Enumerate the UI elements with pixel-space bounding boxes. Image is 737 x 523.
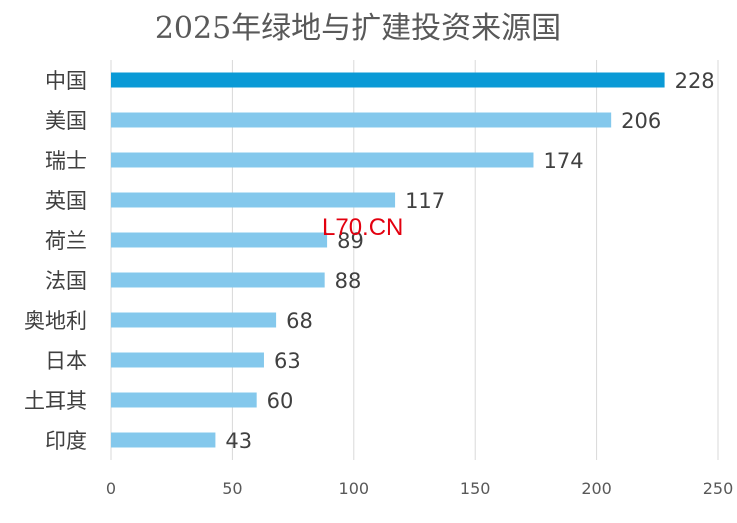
data-label: 228 <box>675 69 715 93</box>
category-label: 日本 <box>45 349 87 373</box>
chart-title: 2025年绿地与扩建投资来源国 <box>155 11 561 46</box>
data-label: 174 <box>543 149 583 173</box>
category-label: 中国 <box>45 69 87 93</box>
bar <box>111 392 257 408</box>
bar <box>111 112 612 128</box>
category-label: 土耳其 <box>24 389 87 413</box>
data-label: 60 <box>267 389 294 413</box>
x-tick-label: 100 <box>339 479 370 498</box>
bar <box>111 232 328 248</box>
x-axis-ticks: 0 50 100 150 200 250 <box>106 479 733 498</box>
x-tick-label: 200 <box>581 479 612 498</box>
data-label: 68 <box>286 309 313 333</box>
bar <box>111 72 665 88</box>
bar <box>111 152 534 168</box>
data-label: 63 <box>274 349 301 373</box>
bar <box>111 352 264 368</box>
x-tick-label: 150 <box>460 479 491 498</box>
bar <box>111 432 216 448</box>
category-label: 印度 <box>45 429 87 453</box>
data-labels: 228 206 174 117 89 88 68 63 60 43 <box>225 69 714 453</box>
bar <box>111 272 325 288</box>
category-label: 奥地利 <box>24 309 87 333</box>
x-tick-label: 250 <box>703 479 734 498</box>
bar <box>111 192 396 208</box>
data-label: 88 <box>335 269 362 293</box>
bar <box>111 312 277 328</box>
data-label: 117 <box>405 189 445 213</box>
category-label: 美国 <box>45 109 87 133</box>
category-label: 英国 <box>45 189 87 213</box>
x-tick-label: 0 <box>106 479 116 498</box>
bars <box>111 72 665 448</box>
data-label: 206 <box>621 109 661 133</box>
data-label: 43 <box>225 429 252 453</box>
x-tick-label: 50 <box>222 479 242 498</box>
category-label: 法国 <box>45 269 87 293</box>
data-label: 89 <box>337 229 364 253</box>
category-label: 荷兰 <box>45 229 87 253</box>
category-label: 瑞士 <box>45 149 87 173</box>
watermark-text: L70.CN <box>322 214 404 241</box>
